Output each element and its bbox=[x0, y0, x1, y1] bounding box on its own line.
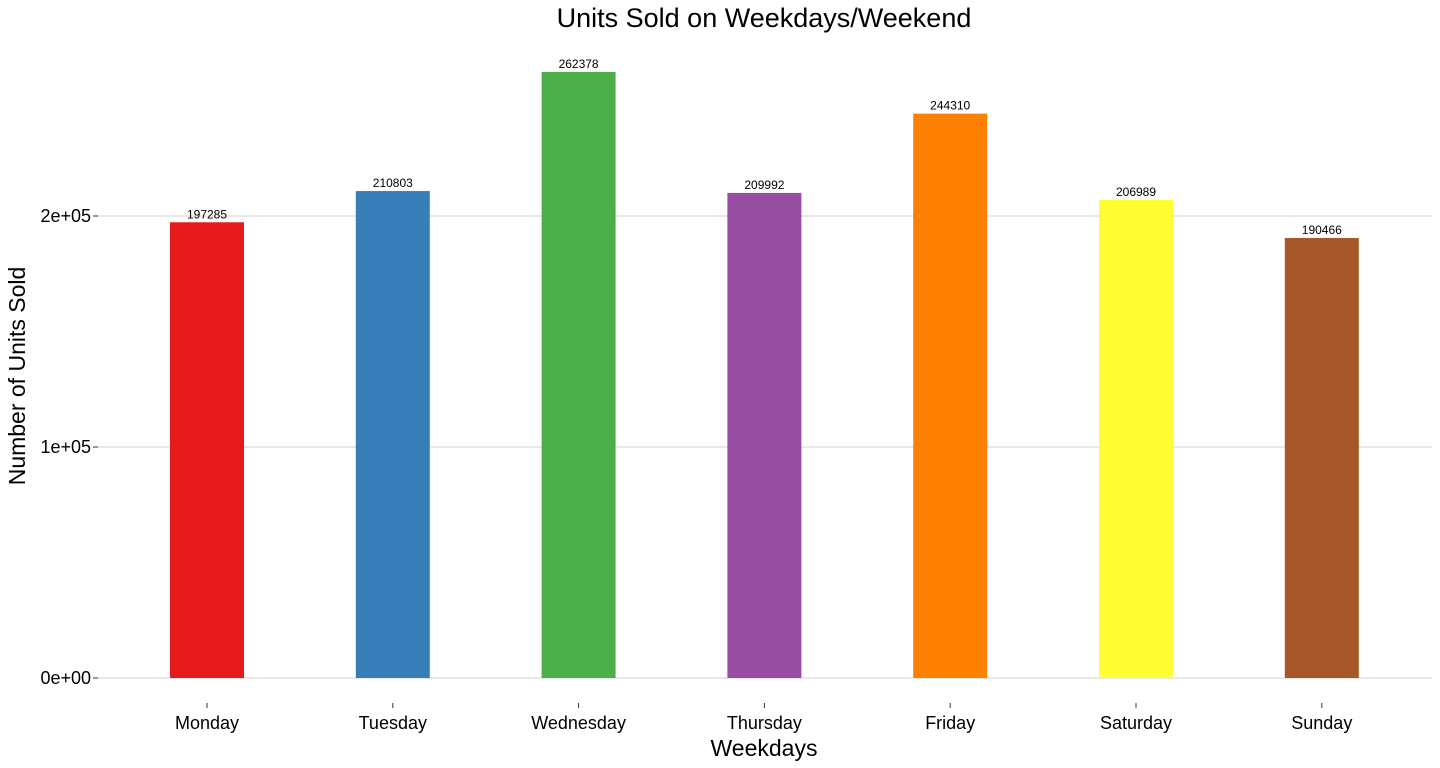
y-axis: 0e+00 1e+05 2e+05 bbox=[40, 206, 98, 688]
bar-monday bbox=[170, 222, 244, 678]
bar-wednesday bbox=[541, 71, 616, 679]
y-tick-label: 2e+05 bbox=[40, 206, 91, 226]
bar-saturday bbox=[1099, 199, 1173, 678]
bars bbox=[170, 71, 1359, 679]
bar-thursday bbox=[727, 192, 802, 678]
bar-sunday bbox=[1284, 238, 1359, 678]
y-axis-title: Number of Units Sold bbox=[4, 267, 30, 486]
bar-friday bbox=[913, 113, 988, 678]
data-label: 206989 bbox=[1116, 185, 1156, 199]
data-label: 197285 bbox=[187, 207, 227, 221]
bar-tuesday bbox=[355, 191, 430, 678]
x-tick-label: Saturday bbox=[1100, 713, 1172, 733]
data-label: 209992 bbox=[744, 178, 784, 192]
y-tick-label: 0e+00 bbox=[40, 668, 91, 688]
x-tick-label: Tuesday bbox=[359, 713, 427, 733]
chart-title: Units Sold on Weekdays/Weekend bbox=[557, 3, 972, 33]
x-tick-label: Monday bbox=[175, 713, 239, 733]
x-tick-label: Sunday bbox=[1291, 713, 1352, 733]
data-label: 190466 bbox=[1302, 223, 1342, 237]
x-axis: Monday Tuesday Wednesday Thursday Friday Satu… bbox=[175, 703, 1352, 733]
data-label: 244310 bbox=[930, 99, 970, 113]
x-tick-label: Wednesday bbox=[531, 713, 626, 733]
y-tick-label: 1e+05 bbox=[40, 437, 91, 457]
x-tick-label: Thursday bbox=[727, 713, 802, 733]
x-tick-label: Friday bbox=[925, 713, 975, 733]
x-axis-title: Weekdays bbox=[711, 735, 818, 761]
data-label: 210803 bbox=[373, 176, 413, 190]
data-label: 262378 bbox=[559, 57, 599, 71]
data-labels: 197285 210803 262378 209992 244310 206989 1904… bbox=[187, 57, 1342, 237]
